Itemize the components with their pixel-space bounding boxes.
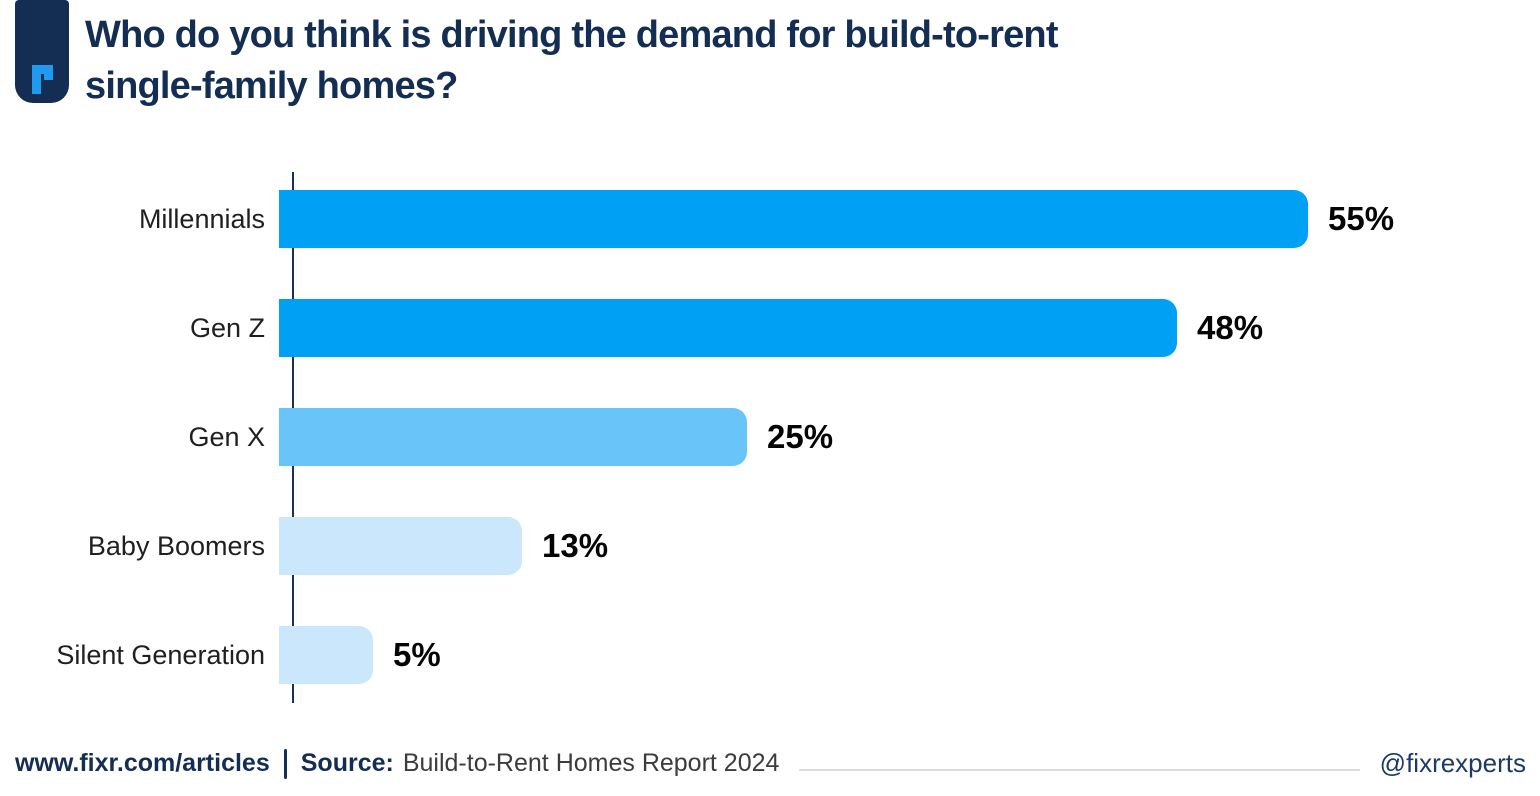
bar-track: 55%	[279, 190, 1540, 248]
value-label: 5%	[393, 636, 441, 673]
footer-social-handle[interactable]: @fixrexperts	[1379, 748, 1526, 778]
value-label: 25%	[767, 418, 834, 455]
logo-r-arm	[32, 65, 53, 74]
logo-r-stem	[32, 65, 41, 94]
category-label: Gen Z	[189, 312, 265, 343]
value-label: 55%	[1328, 200, 1395, 237]
page-title-line1: Who do you think is driving the demand f…	[85, 14, 1058, 56]
category-label: Baby Boomers	[87, 530, 265, 561]
footer-separator-bar	[283, 748, 287, 779]
chart-row: Gen X 25%	[0, 408, 1540, 466]
category-label: Millennials	[138, 203, 265, 234]
bar	[279, 517, 522, 575]
footer-divider-line	[799, 768, 1360, 771]
bar	[279, 626, 373, 684]
bar	[279, 408, 747, 466]
value-label: 13%	[542, 527, 609, 564]
logo-r-nub	[44, 65, 53, 80]
category-label: Gen X	[188, 421, 265, 452]
bar-track: 5%	[279, 626, 1540, 684]
page-title-line2: single-family homes?	[85, 65, 458, 107]
bar	[279, 299, 1177, 357]
bar-track: 13%	[279, 517, 1540, 575]
chart-row: Baby Boomers 13%	[0, 517, 1540, 575]
category-label: Silent Generation	[56, 639, 265, 670]
chart-row: Millennials 55%	[0, 190, 1540, 248]
footer-site-link[interactable]: www.fixr.com/articles	[15, 749, 270, 777]
bar	[279, 190, 1308, 248]
bar-track: 48%	[279, 299, 1540, 357]
value-label: 48%	[1197, 309, 1264, 346]
fixr-logo	[15, 0, 69, 103]
page-title: Who do you think is driving the demand f…	[85, 10, 1058, 112]
footer-source-text: Build-to-Rent Homes Report 2024	[402, 749, 780, 777]
chart-row: Gen Z 48%	[0, 299, 1540, 357]
chart-row: Silent Generation 5%	[0, 626, 1540, 684]
bar-track: 25%	[279, 408, 1540, 466]
footer-source-label: Source:	[300, 749, 394, 777]
chart-rows: Millennials 55% Gen Z 48% Gen X 25% Baby Boome…	[0, 190, 1540, 735]
footer: www.fixr.com/articles Source: Build-to-R…	[15, 748, 1526, 779]
fixr-logo-r-glyph	[32, 65, 53, 94]
